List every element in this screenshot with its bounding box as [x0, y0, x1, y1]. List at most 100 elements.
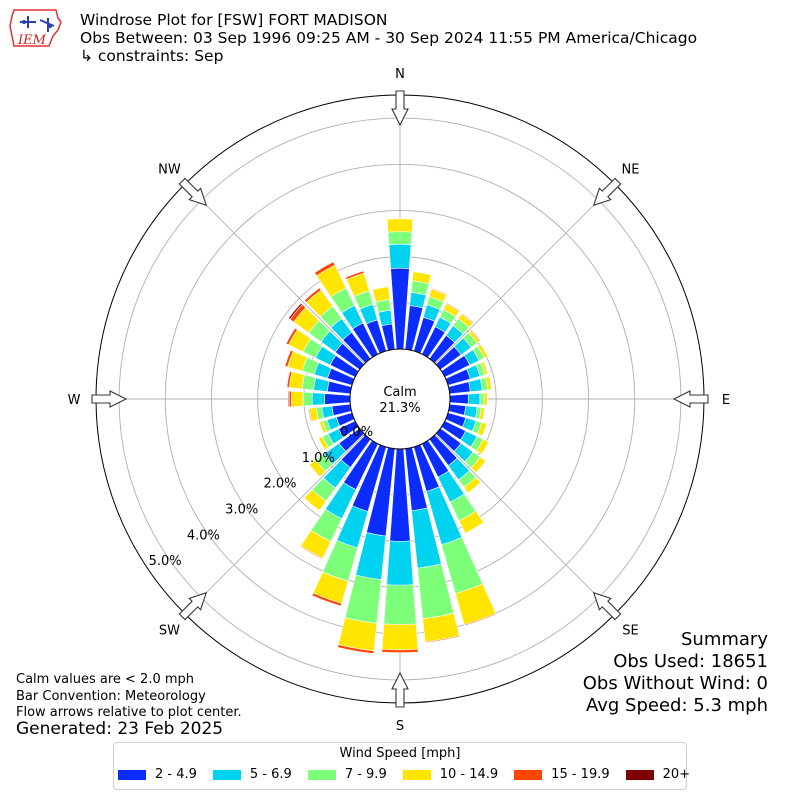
direction-label: SE	[622, 624, 638, 639]
windrose-bar	[464, 522, 485, 535]
direction-label: N	[395, 67, 405, 82]
generated-date: Generated: 23 Feb 2025	[16, 719, 224, 739]
calm-value: 21.3%	[379, 401, 420, 416]
iem-logo: IEM	[9, 9, 62, 48]
legend-item: 7 - 9.9	[307, 767, 387, 782]
windrose-bar	[463, 612, 497, 627]
direction-label: W	[68, 393, 81, 408]
legend-item: 20+	[625, 767, 691, 782]
direction-arrow	[178, 177, 208, 207]
windrose-bar	[477, 343, 489, 359]
direction-label: S	[396, 719, 404, 734]
direction-label: SW	[159, 624, 180, 639]
calm-note: Calm values are < 2.0 mph	[16, 672, 195, 687]
radial-tick-label: 1.0%	[302, 451, 335, 466]
windrose-bar	[386, 540, 414, 586]
summary-avg-speed: Avg Speed: 5.3 mph	[586, 695, 768, 716]
windrose-bar	[302, 391, 313, 407]
svg-text:IEM: IEM	[17, 33, 47, 48]
windrose-bar	[475, 460, 487, 474]
windrose-bar	[480, 361, 489, 376]
legend-swatch	[625, 769, 654, 780]
direction-label: NE	[622, 162, 640, 177]
summary-obs-used: Obs Used: 18651	[613, 651, 768, 672]
legend-swatch	[307, 769, 336, 780]
windrose-bar	[345, 270, 365, 280]
legend-label: 7 - 9.9	[344, 767, 387, 782]
direction-label: E	[722, 393, 730, 408]
windrose-bar	[355, 532, 387, 580]
direction-arrow	[672, 390, 709, 408]
direction-arrow	[391, 671, 409, 708]
radial-tick-label: 3.0%	[225, 502, 258, 517]
legend-swatch	[514, 769, 543, 780]
legend-item: 10 - 14.9	[402, 767, 498, 782]
radial-tick-label: 5.0%	[149, 554, 182, 569]
windrose-bar	[479, 392, 485, 406]
constraints: ↳ constraints: Sep	[80, 47, 224, 65]
windrose-bar	[467, 392, 481, 406]
bar-convention-note: Bar Convention: Meteorology	[16, 689, 206, 704]
legend-swatch	[118, 769, 146, 780]
windrose-bar	[441, 536, 484, 595]
windrose-bar	[314, 261, 336, 277]
windrose-bar	[287, 390, 290, 408]
windrose-bar	[291, 390, 304, 408]
windrose-bar	[412, 270, 432, 276]
windrose-bar	[311, 392, 326, 406]
windrose-bar	[285, 327, 296, 345]
windrose-bar	[318, 436, 329, 451]
windrose-bar	[381, 623, 419, 651]
direction-arrow	[592, 177, 622, 207]
direction-arrow	[91, 390, 128, 408]
radial-tick-label: 0.0%	[340, 425, 373, 440]
summary-obs-without-wind: Obs Without Wind: 0	[582, 673, 768, 694]
windrose-bar	[485, 376, 492, 391]
calm-circle	[349, 348, 451, 450]
radial-tick-label: 4.0%	[187, 528, 220, 543]
flow-note: Flow arrows relative to plot center.	[16, 705, 242, 720]
legend-label: 15 - 19.9	[551, 767, 610, 782]
legend-label: 20+	[662, 767, 691, 782]
windrose-bar	[313, 377, 330, 392]
direction-arrow	[391, 90, 409, 127]
windrose-bar	[284, 349, 292, 367]
obs-range: Obs Between: 03 Sep 1996 09:25 AM - 30 S…	[80, 29, 698, 47]
grid-spoke	[435, 183, 616, 364]
windrose-bar	[476, 438, 489, 455]
windrose-bar	[304, 287, 322, 303]
legend: Wind Speed [mph] 2 - 4.9 5 - 6.9 7 - 9.9 10…	[113, 742, 691, 790]
windrose-bar	[479, 407, 485, 421]
windrose-bar	[463, 405, 478, 419]
legend-label: 2 - 4.9	[155, 767, 197, 782]
windrose-bar	[372, 286, 391, 303]
windrose-bar	[461, 312, 475, 325]
grid-spoke	[184, 183, 365, 364]
windrose-bar	[344, 574, 382, 624]
windrose-bar	[324, 393, 351, 405]
windrose-bar	[299, 545, 324, 560]
windrose-bar	[430, 287, 448, 296]
calm-label: Calm	[383, 385, 416, 400]
windrose-bar	[468, 378, 483, 393]
legend-label: 5 - 6.9	[249, 767, 292, 782]
windrose-bar	[308, 459, 326, 478]
radial-tick-label: 2.0%	[263, 477, 296, 492]
windrose-bar	[337, 644, 375, 654]
windrose-bar	[386, 218, 414, 233]
windrose-bar	[377, 309, 393, 327]
summary-heading: Summary	[681, 629, 768, 650]
legend-item: 2 - 4.9	[118, 767, 197, 782]
legend-swatch	[402, 769, 431, 780]
windrose-bar	[286, 370, 291, 388]
windrose-bar	[467, 481, 482, 494]
windrose-bar	[288, 302, 303, 320]
windrose-bar	[308, 408, 313, 422]
windrose-bar	[381, 648, 419, 653]
windrose-bar	[445, 302, 461, 312]
grid-spoke	[184, 434, 365, 615]
windrose-bar	[449, 393, 469, 405]
chart-title: Windrose Plot for [FSW] FORT MADISON	[80, 11, 388, 29]
legend-swatch	[212, 769, 241, 780]
